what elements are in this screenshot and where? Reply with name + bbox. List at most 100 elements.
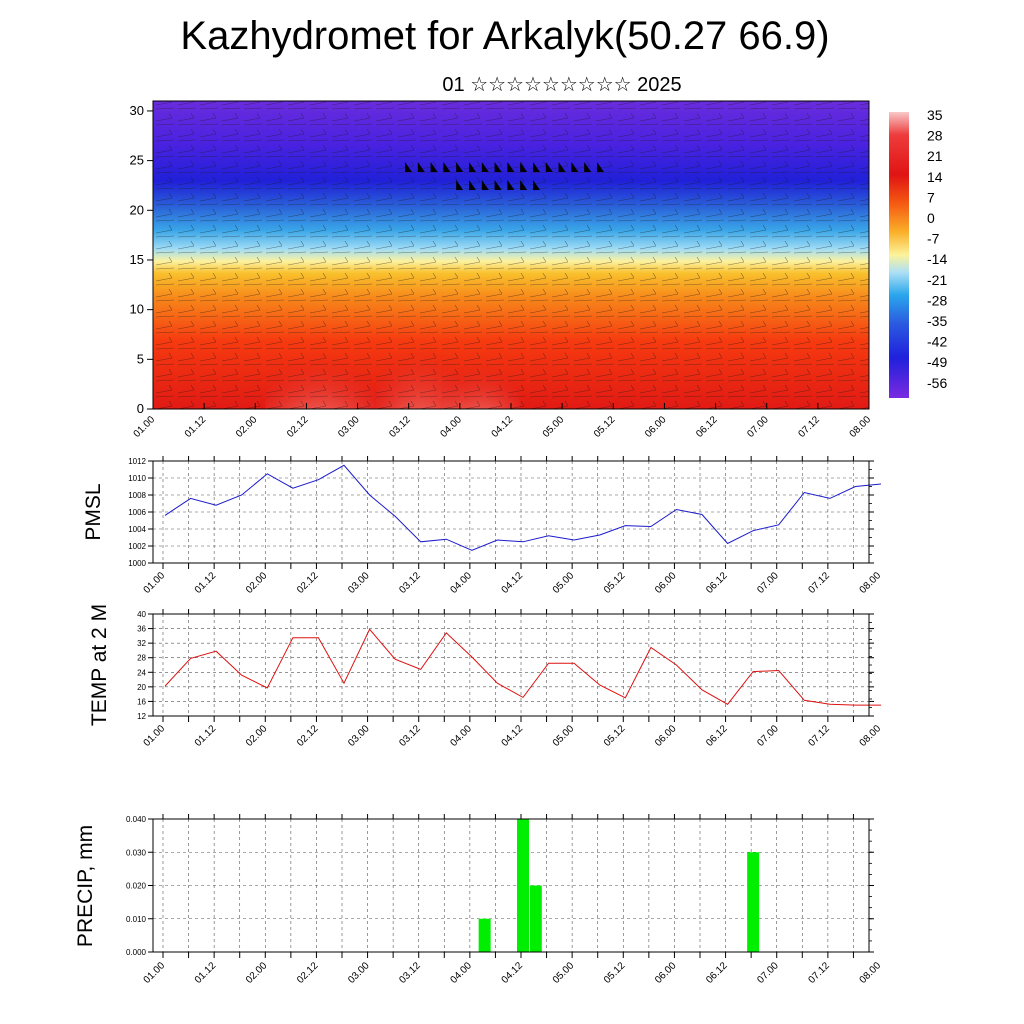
colorbar-label: 0 <box>927 210 935 226</box>
x-tick-label: 06.12 <box>704 723 730 749</box>
y-tick-label: 0.020 <box>126 882 147 891</box>
y-tick-label: 0.040 <box>126 815 147 824</box>
jet-flag <box>494 162 502 172</box>
heatmap-x-tick-label: 07.12 <box>797 414 823 440</box>
page-title: Kazhydromet for Arkalyk(50.27 66.9) <box>180 14 830 58</box>
x-tick-label: 01.12 <box>193 723 219 749</box>
x-tick-label: 07.12 <box>807 960 833 986</box>
y-tick-label: 1010 <box>128 474 146 483</box>
jet-flag <box>558 162 566 172</box>
heatmap-y-tick-label: 20 <box>130 202 144 217</box>
heatmap-y-tick-label: 15 <box>130 252 144 267</box>
x-tick-label: 03.12 <box>397 570 423 596</box>
x-tick-label: 07.00 <box>755 570 781 596</box>
x-tick-label: 05.00 <box>551 960 577 986</box>
y-tick-label: 1004 <box>128 525 146 534</box>
x-tick-label: 06.00 <box>653 570 679 596</box>
y-tick-label: 1012 <box>128 457 146 466</box>
y-tick-label: 36 <box>137 625 146 634</box>
x-tick-label: 04.12 <box>500 723 526 749</box>
colorbar-label: -7 <box>927 231 940 247</box>
temp-line <box>164 628 881 706</box>
x-tick-label: 03.00 <box>346 960 372 986</box>
heatmap-y-tick-label: 5 <box>137 351 144 366</box>
x-tick-label: 03.12 <box>397 723 423 749</box>
x-tick-label: 07.00 <box>755 960 781 986</box>
page-subtitle: 01 ☆☆☆☆☆☆☆☆☆ 2025 <box>442 74 682 96</box>
colorbar-label: -14 <box>927 251 947 267</box>
y-tick-label: 32 <box>137 639 146 648</box>
x-tick-label: 02.12 <box>295 723 321 749</box>
heatmap-y-axis: 0 5 10 15 20 25 30 <box>130 103 153 416</box>
heatmap-hot-spots <box>153 101 869 409</box>
x-tick-label: 04.00 <box>449 570 475 596</box>
jet-flag <box>443 162 451 172</box>
x-tick-label: 04.12 <box>500 960 526 986</box>
precip-y-label: PRECIP, mm <box>74 825 97 947</box>
colorbar-label: -28 <box>927 292 947 308</box>
cross-section-panel: 0 5 10 15 20 25 30 01.00 01.12 02.00 02.12 03.00 03… <box>130 100 874 440</box>
x-tick-label: 05.12 <box>602 570 628 596</box>
x-tick-label: 05.00 <box>551 723 577 749</box>
heatmap-y-tick-label: 0 <box>137 401 144 416</box>
x-tick-label: 01.00 <box>142 960 168 986</box>
colorbar-label: 21 <box>927 148 943 164</box>
x-tick-label: 02.00 <box>244 960 270 986</box>
jet-flag <box>507 180 515 190</box>
temp-panel: 12 16 20 24 28 32 36 40 01.00 01.12 02.00 02.12 03.0… <box>88 604 883 749</box>
colorbar: 35 28 21 14 7 0 -7 -14 -21 -28 -35 -42 -49 -56 <box>889 107 947 398</box>
precip-bar <box>517 819 529 952</box>
heatmap-x-tick-label: 02.12 <box>285 414 311 440</box>
heatmap-x-tick-label: 07.00 <box>745 414 771 440</box>
x-tick-label: 05.00 <box>551 570 577 596</box>
pmsl-axes: 1000 1002 1004 1006 1008 1010 1012 01.00 01.12 02… <box>128 456 883 596</box>
colorbar-label: -49 <box>927 354 947 370</box>
colorbar-label: -21 <box>927 272 947 288</box>
precip-bars <box>478 819 760 952</box>
heatmap-x-tick-label: 08.00 <box>848 414 874 440</box>
colorbar-label: 14 <box>927 169 943 185</box>
jet-flag <box>507 162 515 172</box>
jet-flag <box>456 162 464 172</box>
x-tick-label: 06.00 <box>653 960 679 986</box>
x-tick-label: 07.12 <box>807 570 833 596</box>
colorbar-label: 7 <box>927 189 935 205</box>
temp-grid <box>153 613 869 717</box>
wind-barb-texture <box>153 101 869 409</box>
precip-bar <box>747 852 760 952</box>
heatmap-y-tick-label: 25 <box>130 153 144 168</box>
jet-stream-flags <box>405 162 604 190</box>
x-tick-label: 06.00 <box>653 723 679 749</box>
x-tick-label: 07.12 <box>807 723 833 749</box>
jet-flag <box>520 162 528 172</box>
temp-y-label: TEMP at 2 M <box>88 604 111 726</box>
jet-flag <box>533 180 540 190</box>
x-tick-label: 08.00 <box>858 723 884 749</box>
x-tick-label: 04.00 <box>449 960 475 986</box>
precip-bar <box>478 918 491 952</box>
jet-flag <box>597 162 604 172</box>
x-tick-label: 06.12 <box>704 960 730 986</box>
pmsl-grid <box>153 460 869 564</box>
temp-frame <box>152 613 870 717</box>
y-tick-label: 0.000 <box>126 948 147 957</box>
x-tick-label: 02.00 <box>244 723 270 749</box>
pmsl-panel: 1000 1002 1004 1006 1008 1010 1012 01.00 01.12 02… <box>82 456 883 596</box>
x-tick-label: 08.00 <box>858 570 884 596</box>
colorbar-gradient <box>889 112 909 398</box>
x-tick-label: 05.12 <box>602 723 628 749</box>
x-tick-label: 02.12 <box>295 960 321 986</box>
jet-flag <box>456 180 464 190</box>
x-tick-label: 07.00 <box>755 723 781 749</box>
heatmap-x-tick-label: 04.12 <box>490 414 516 440</box>
x-tick-label: 03.00 <box>346 723 372 749</box>
jet-flag <box>520 180 528 190</box>
x-tick-label: 04.12 <box>500 570 526 596</box>
precip-panel: 0.000 0.010 0.020 0.030 0.040 01.00 01.12 02.00… <box>74 814 883 986</box>
y-tick-label: 0.010 <box>126 915 147 924</box>
x-tick-label: 02.00 <box>244 570 270 596</box>
colorbar-label: 28 <box>927 128 943 144</box>
jet-flag <box>494 180 502 190</box>
heatmap-x-tick-label: 01.12 <box>183 414 209 440</box>
